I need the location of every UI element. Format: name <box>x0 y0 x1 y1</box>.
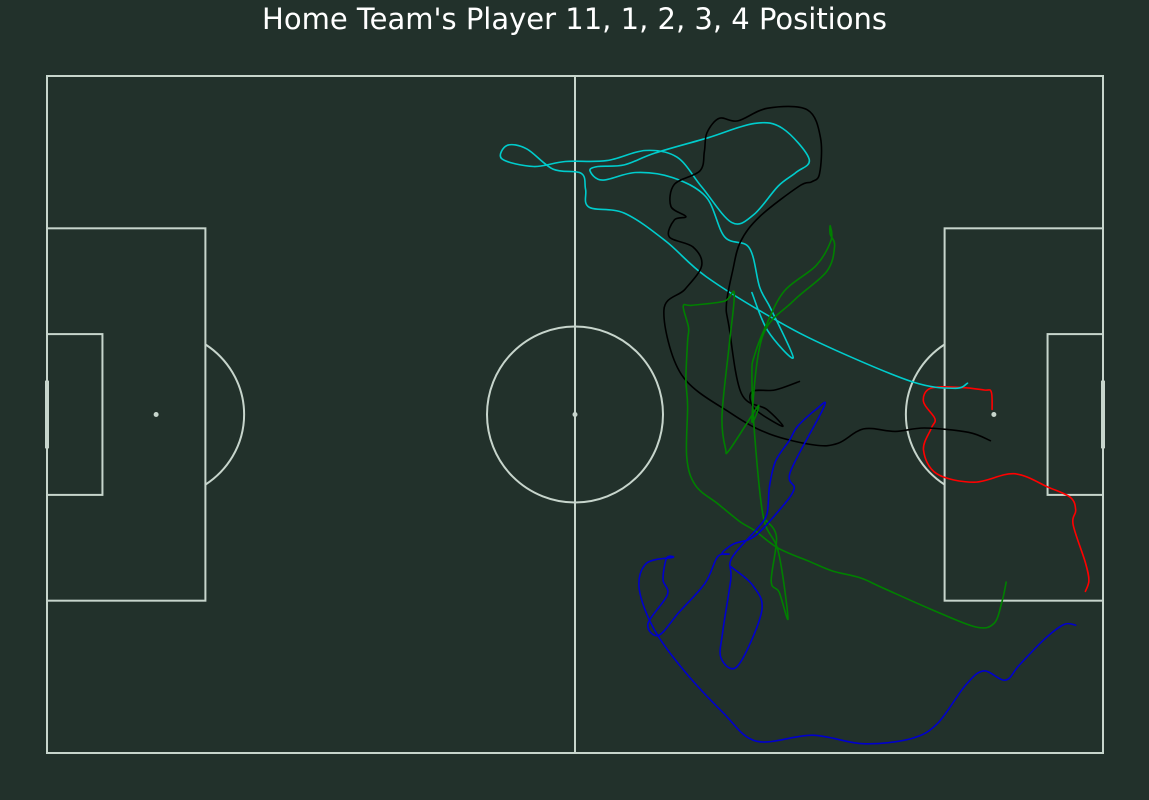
chart-title: Home Team's Player 11, 1, 2, 3, 4 Positi… <box>262 2 887 36</box>
left-penalty-arc <box>204 343 246 486</box>
player-track-5 <box>638 401 1077 745</box>
right-penalty-spot <box>991 412 997 417</box>
player-tracks <box>499 105 1090 745</box>
left-penalty-spot <box>153 412 159 417</box>
center-circle <box>486 325 664 504</box>
left-penalty-area <box>46 227 207 602</box>
player-track-3 <box>663 105 992 447</box>
left-six-yard-box <box>46 333 104 496</box>
player-track-4 <box>682 224 1007 629</box>
pitch-markings <box>45 75 1105 754</box>
center-spot <box>572 412 578 417</box>
right-six-yard-box <box>1046 333 1105 496</box>
player-track-2 <box>499 121 969 390</box>
right-penalty-arc <box>904 343 946 486</box>
player-track-1 <box>922 386 1090 593</box>
